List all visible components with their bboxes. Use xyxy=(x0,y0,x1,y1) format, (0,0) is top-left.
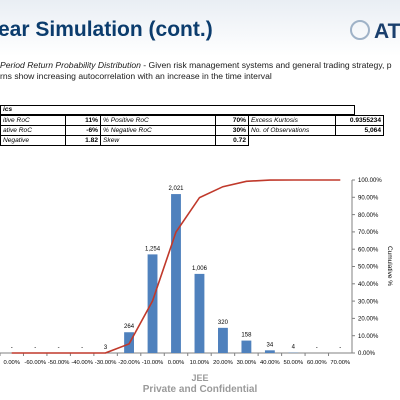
bar xyxy=(218,327,228,353)
bar-value-label: 4 xyxy=(292,345,296,351)
x-tick-label: 30.00% xyxy=(237,360,257,366)
description-line-2: rns show increasing autocorrelation with… xyxy=(0,70,272,81)
company-logo: ATC xyxy=(350,18,400,44)
y2-tick-label: 90.00% xyxy=(358,196,379,202)
bar-value-label: 3 xyxy=(104,345,108,351)
x-tick-label: -30.00% xyxy=(95,360,117,366)
x-tick-label: -10.00% xyxy=(142,360,164,366)
cumulative-line xyxy=(11,179,341,354)
bar-value-label: 2,021 xyxy=(168,186,184,192)
description-line-1-rest: - Given risk management systems and gene… xyxy=(140,60,392,70)
stats-cell: 5,064 xyxy=(335,125,384,136)
y2-tick-label: 10.00% xyxy=(358,334,379,340)
page-title: ear Simulation (cont.) xyxy=(0,18,213,41)
stats-row: ative RoC -6%% Negative RoC 30% No. of Obse… xyxy=(0,125,384,136)
description-line-1: Period Return Probability Distribution -… xyxy=(0,60,400,71)
bar xyxy=(147,254,158,353)
bar-value-label: 320 xyxy=(218,320,229,326)
bar-value-label: 264 xyxy=(124,324,135,330)
bar-value-label: - xyxy=(58,345,60,351)
footer-label: JEE xyxy=(191,373,209,383)
y2-tick-label: 20.00% xyxy=(358,317,379,323)
x-tick-label: 50.00% xyxy=(283,360,303,366)
bar-value-label: 1,006 xyxy=(192,266,208,272)
stats-table-header: ics xyxy=(0,105,355,115)
x-tick-label: -40.00% xyxy=(71,360,93,366)
stats-table: itive RoC 11%% Positive RoC 70% Excess Kurt… xyxy=(0,115,384,146)
y2-tick-label: 50.00% xyxy=(358,265,379,271)
bar-value-label: - xyxy=(11,345,13,351)
x-tick-label: 0.00% xyxy=(168,360,184,366)
y2-tick-label: 0.00% xyxy=(358,351,376,357)
y2-tick-label: 40.00% xyxy=(358,282,379,288)
y2-axis-label: Cumulative % xyxy=(386,246,393,286)
title-bar xyxy=(0,0,400,56)
y2-tick-label: 100.00% xyxy=(358,178,382,184)
bar-value-label: - xyxy=(34,345,36,351)
x-tick-label: 70.00% xyxy=(330,360,350,366)
stats-cell: 0.72 xyxy=(215,135,249,146)
bar-value-label: 34 xyxy=(267,342,274,348)
footer-confidential: Private and Confidential xyxy=(142,384,258,395)
y2-tick-label: 70.00% xyxy=(358,230,379,236)
x-tick-label: 10.00% xyxy=(190,360,210,366)
description: Period Return Probability Distribution -… xyxy=(0,60,400,81)
y2-tick-label: 80.00% xyxy=(358,213,379,219)
x-tick-label: -60.00% xyxy=(24,360,46,366)
logo-circle-icon xyxy=(350,20,370,40)
bar-value-label: - xyxy=(339,345,341,351)
bar-value-label: - xyxy=(81,345,83,351)
bar xyxy=(194,273,205,353)
y2-tick-label: 60.00% xyxy=(358,247,379,253)
x-tick-label: 40.00% xyxy=(260,360,280,366)
description-italic: Period Return Probability Distribution xyxy=(0,60,141,70)
x-tick-label: 20.00% xyxy=(213,360,233,366)
x-tick-label: -20.00% xyxy=(118,360,140,366)
bar xyxy=(171,194,181,353)
x-tick-label: 60.00% xyxy=(307,360,327,366)
bar-value-label: - xyxy=(316,345,318,351)
x-tick-label: 0.00% xyxy=(4,360,20,366)
stats-row: Negative 1.82 Skew 0.72 xyxy=(0,135,384,146)
logo-text: ATC xyxy=(374,20,400,43)
bar-value-label: 158 xyxy=(241,333,252,339)
y2-tick-label: 30.00% xyxy=(358,299,379,305)
x-tick-label: -50.00% xyxy=(48,360,70,366)
bar xyxy=(264,350,275,353)
bar-value-label: 1,254 xyxy=(145,246,161,252)
bar xyxy=(241,340,252,353)
